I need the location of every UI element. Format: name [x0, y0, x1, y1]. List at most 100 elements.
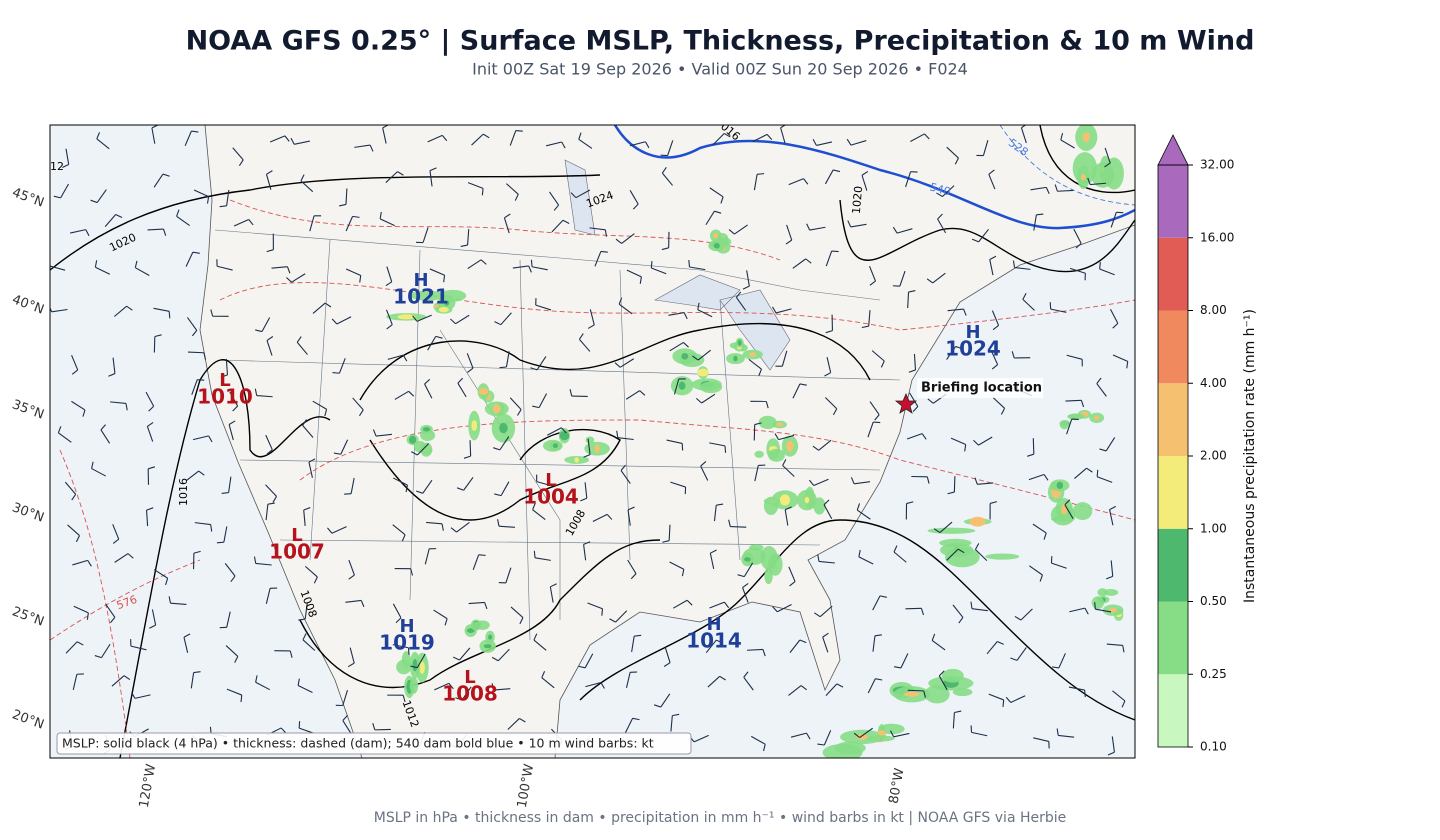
- barb-staff: [775, 308, 792, 314]
- barb-flag: [71, 493, 77, 501]
- barb-flag: [460, 244, 468, 247]
- barb-staff: [1065, 399, 1082, 402]
- barb-flag: [86, 612, 89, 620]
- barb-staff: [331, 526, 347, 534]
- barb-flag: [339, 203, 347, 207]
- barb-flag: [481, 188, 484, 196]
- barb-staff: [229, 391, 239, 407]
- barb-flag: [688, 259, 691, 268]
- barb-flag: [234, 656, 239, 663]
- colorbar-tick-label: 32.00: [1200, 158, 1234, 172]
- barb-flag: [412, 315, 418, 322]
- barb-staff: [512, 265, 529, 269]
- barb-staff: [291, 273, 306, 283]
- barb-flag: [937, 213, 943, 220]
- barb-staff: [932, 272, 946, 284]
- barb-staff: [730, 525, 747, 528]
- barb-flag: [620, 464, 626, 471]
- barb-flag: [1096, 377, 1102, 384]
- barb-flag: [562, 219, 570, 224]
- center-type: H: [965, 322, 980, 343]
- lon-label: 120°W: [137, 763, 159, 809]
- barb-flag: [109, 616, 116, 624]
- barb-flag: [457, 377, 464, 384]
- annotation-box: [917, 378, 1043, 398]
- barb-flag: [429, 167, 437, 172]
- barb-staff: [342, 690, 348, 706]
- barb-flag: [926, 278, 934, 284]
- barb-staff: [780, 127, 786, 144]
- precip-cell: [1103, 588, 1119, 596]
- precip-cell: [942, 668, 964, 683]
- barb-flag: [697, 302, 700, 310]
- barb-flag: [533, 550, 536, 558]
- barb-staff: [667, 140, 674, 156]
- barb-staff: [472, 554, 480, 571]
- barb-flag: [812, 138, 817, 146]
- barb-flag: [266, 449, 273, 455]
- precip-core: [419, 661, 425, 674]
- barb-staff: [781, 350, 788, 367]
- barb-flag: [661, 247, 669, 251]
- barb-flag: [94, 655, 102, 659]
- colorbar-bin: [1158, 456, 1188, 529]
- barb-flag: [569, 389, 573, 397]
- barb-staff: [427, 336, 437, 351]
- barb-flag: [715, 639, 723, 644]
- barb-staff: [457, 382, 467, 398]
- barb-staff: [417, 443, 429, 456]
- barb-staff: [625, 672, 631, 688]
- lat-label: 30°N: [10, 500, 46, 525]
- barb-flag: [360, 600, 365, 608]
- barb-flag: [441, 135, 448, 142]
- barb-staff: [978, 436, 993, 446]
- colorbar-bin: [1158, 528, 1188, 602]
- barb-flag: [672, 713, 680, 717]
- colorbar-bin: [1158, 383, 1188, 456]
- barb-staff: [225, 358, 229, 375]
- barb-staff: [753, 174, 758, 191]
- barb-flag: [206, 196, 210, 204]
- title: NOAA GFS 0.25° | Surface MSLP, Thickness…: [186, 26, 1255, 57]
- barb-staff: [232, 147, 244, 161]
- barb-flag: [203, 352, 207, 360]
- barb-flag: [971, 238, 979, 243]
- barb-staff: [294, 140, 310, 145]
- barb-staff: [60, 183, 69, 199]
- barb-staff: [176, 215, 190, 227]
- barb-flag: [515, 130, 523, 132]
- colorbar-bin: [1158, 601, 1188, 675]
- barb-staff: [1066, 418, 1073, 435]
- barb-flag: [1045, 187, 1050, 194]
- precip-cell: [585, 436, 595, 444]
- barb-staff: [1090, 182, 1107, 186]
- barb-staff: [1010, 695, 1026, 704]
- barb-staff: [816, 141, 833, 146]
- barb-staff: [536, 356, 547, 371]
- barb-staff: [931, 640, 946, 651]
- barb-flag: [754, 422, 762, 426]
- lon-label: 100°W: [515, 763, 537, 809]
- contour-label: 1020: [850, 185, 865, 214]
- precip-core: [713, 233, 719, 239]
- precip-core: [733, 355, 738, 362]
- barb-staff: [790, 732, 807, 738]
- barb-flag: [519, 617, 524, 625]
- barb-staff: [1096, 383, 1107, 397]
- barb-staff: [631, 636, 635, 653]
- barb-flag: [482, 133, 490, 139]
- barb-flag: [893, 545, 898, 553]
- precip-core: [1093, 415, 1100, 421]
- barb-flag: [1022, 292, 1027, 300]
- barb-flag: [266, 249, 274, 253]
- barb-staff: [982, 140, 989, 156]
- barb-flag: [1086, 467, 1093, 473]
- barb-flag: [817, 554, 820, 562]
- barb-staff: [111, 675, 125, 687]
- barb-staff: [304, 565, 318, 578]
- barb-staff: [100, 429, 111, 444]
- precip-core: [483, 644, 492, 649]
- barb-flag: [737, 574, 745, 578]
- barb-flag: [954, 710, 962, 714]
- barb-staff: [712, 133, 725, 146]
